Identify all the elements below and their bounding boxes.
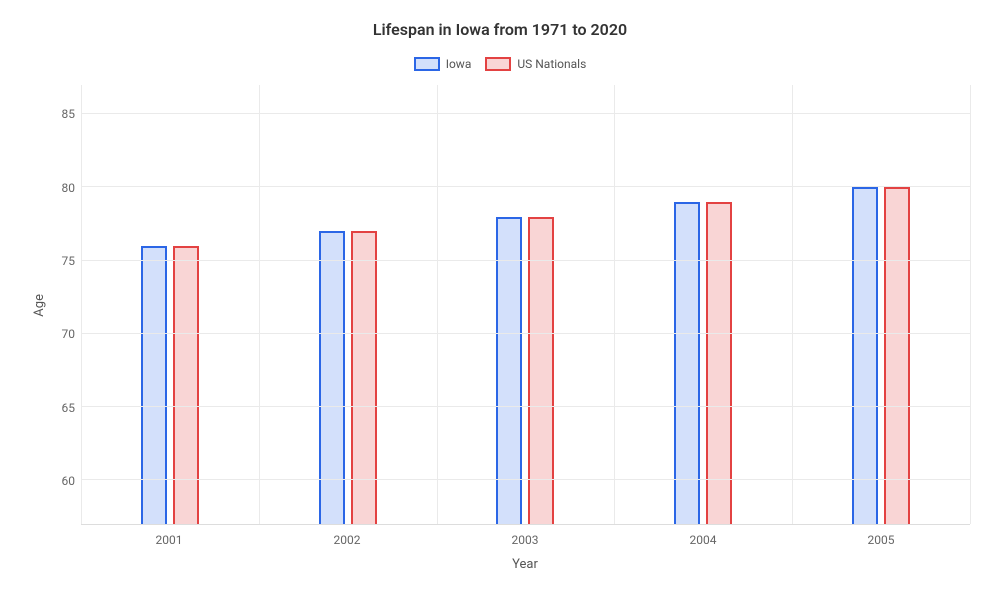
gridline-vertical [81, 85, 82, 524]
bar-group [614, 85, 792, 524]
bars-layer [81, 85, 970, 524]
x-tick: 2003 [436, 533, 614, 547]
bar-group [792, 85, 970, 524]
plot-area: Age 60 65 70 75 80 85 [30, 85, 970, 525]
bar [528, 217, 554, 524]
y-tick: 85 [62, 107, 76, 121]
gridline [81, 479, 970, 480]
gridline-vertical [614, 85, 615, 524]
x-tick: 2004 [614, 533, 792, 547]
y-tick: 80 [62, 181, 76, 195]
y-tick: 70 [62, 327, 76, 341]
legend: Iowa US Nationals [30, 57, 970, 71]
lifespan-chart: Lifespan in Iowa from 1971 to 2020 Iowa … [0, 0, 1000, 600]
x-tick: 2002 [258, 533, 436, 547]
y-tick: 65 [62, 401, 76, 415]
bar [884, 187, 910, 524]
x-axis-label: Year [80, 557, 970, 572]
gridline-vertical [437, 85, 438, 524]
legend-label-iowa: Iowa [446, 57, 472, 71]
bar [141, 246, 167, 524]
bar [674, 202, 700, 524]
bar [852, 187, 878, 524]
gridline [81, 186, 970, 187]
y-axis-ticks: 60 65 70 75 80 85 [47, 85, 81, 525]
y-tick: 75 [62, 254, 76, 268]
bar [173, 246, 199, 524]
gridline [81, 406, 970, 407]
y-tick: 60 [62, 474, 76, 488]
bar [496, 217, 522, 524]
legend-swatch-us [485, 57, 511, 71]
legend-item-us: US Nationals [485, 57, 586, 71]
gridline [81, 113, 970, 114]
gridline-vertical [259, 85, 260, 524]
x-axis-ticks: 20012002200320042005 [80, 533, 970, 547]
legend-swatch-iowa [414, 57, 440, 71]
legend-item-iowa: Iowa [414, 57, 472, 71]
bar-group [437, 85, 615, 524]
legend-label-us: US Nationals [517, 57, 586, 71]
chart-title: Lifespan in Iowa from 1971 to 2020 [30, 20, 970, 39]
bar-group [81, 85, 259, 524]
bar [706, 202, 732, 524]
bar-group [259, 85, 437, 524]
y-axis-label: Age [30, 294, 47, 317]
x-tick: 2001 [80, 533, 258, 547]
gridline [81, 260, 970, 261]
x-tick: 2005 [792, 533, 970, 547]
plot [81, 85, 970, 525]
gridline-vertical [792, 85, 793, 524]
gridline [81, 333, 970, 334]
gridline-vertical [970, 85, 971, 524]
